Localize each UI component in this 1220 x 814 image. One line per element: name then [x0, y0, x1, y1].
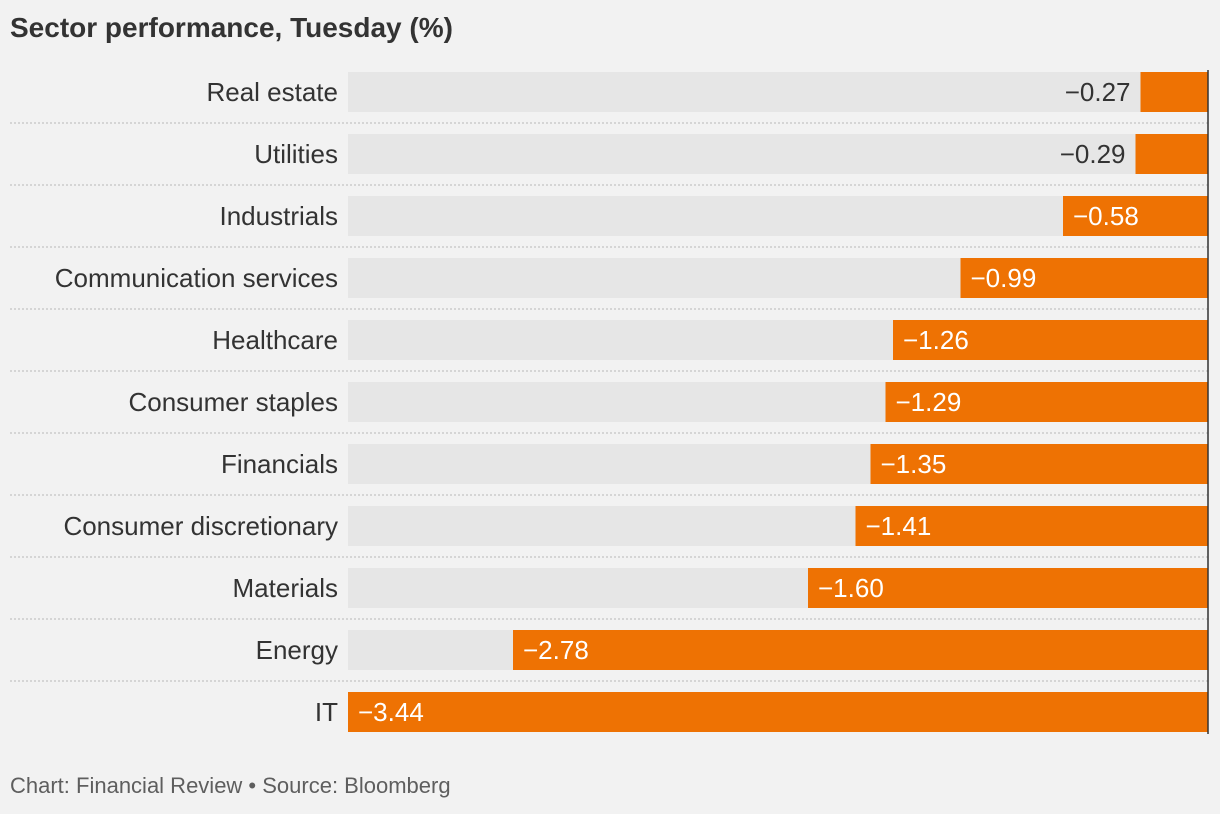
category-label: Communication services: [55, 263, 338, 293]
value-label: −0.58: [1073, 201, 1139, 231]
bar: [348, 692, 1208, 732]
bar: [513, 630, 1208, 670]
category-label: Financials: [221, 449, 338, 479]
value-label: −1.35: [881, 449, 947, 479]
category-label: Utilities: [254, 139, 338, 169]
value-label: −0.99: [971, 263, 1037, 293]
chart-title: Sector performance, Tuesday (%): [10, 12, 453, 43]
bar-track: [348, 134, 1208, 174]
bar: [1135, 134, 1208, 174]
value-label: −1.29: [896, 387, 962, 417]
category-label: IT: [315, 697, 338, 727]
bar: [885, 382, 1208, 422]
category-label: Healthcare: [212, 325, 338, 355]
category-label: Consumer discretionary: [63, 511, 338, 541]
bar: [1140, 72, 1208, 112]
value-label: −1.41: [866, 511, 932, 541]
value-label: −1.26: [903, 325, 969, 355]
bar: [1063, 196, 1208, 236]
value-label: −1.60: [818, 573, 884, 603]
category-label: Energy: [256, 635, 338, 665]
category-label: Consumer staples: [128, 387, 338, 417]
category-label: Industrials: [220, 201, 339, 231]
bar: [893, 320, 1208, 360]
chart-source-footer: Chart: Financial Review • Source: Bloomb…: [10, 773, 451, 798]
value-label: −0.29: [1060, 139, 1126, 169]
category-label: Materials: [233, 573, 338, 603]
bar-track: [348, 72, 1208, 112]
bar: [855, 506, 1208, 546]
value-label: −2.78: [523, 635, 589, 665]
value-label: −0.27: [1065, 77, 1131, 107]
bar: [960, 258, 1208, 298]
bar: [870, 444, 1208, 484]
value-label: −3.44: [358, 697, 424, 727]
bar: [808, 568, 1208, 608]
category-label: Real estate: [206, 77, 338, 107]
